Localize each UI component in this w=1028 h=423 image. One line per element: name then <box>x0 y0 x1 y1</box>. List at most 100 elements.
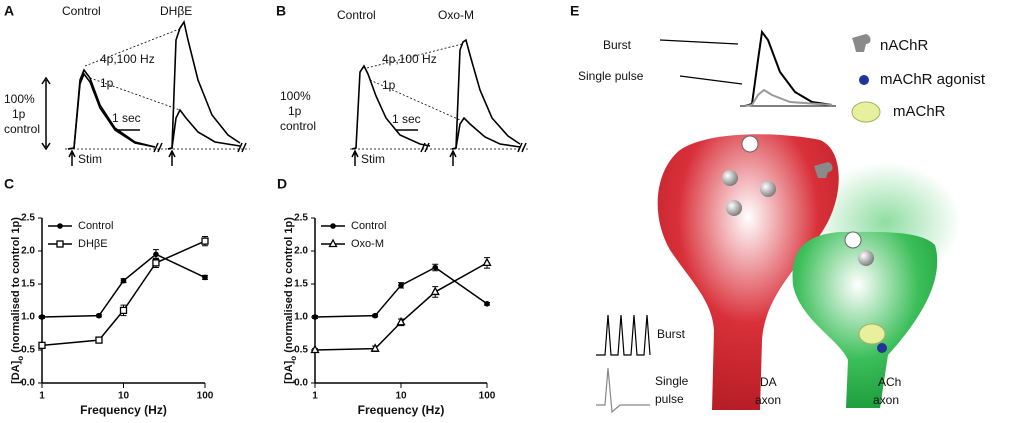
label: 100% <box>4 92 35 106</box>
trace <box>451 38 521 150</box>
label: Control <box>337 8 376 22</box>
point <box>482 257 492 267</box>
y-tick-label: 1.5 <box>294 279 308 290</box>
label: Stim <box>361 152 385 166</box>
legend-label: DHβE <box>78 238 108 250</box>
point <box>328 238 338 248</box>
series-line <box>41 240 206 347</box>
y-label-sub: o <box>289 356 298 361</box>
y-tick-label: 2.5 <box>21 213 35 224</box>
machr <box>858 323 886 345</box>
x-tick-label: 100 <box>197 391 214 402</box>
panel-letter: B <box>276 3 286 19</box>
y-tick-label: 0.0 <box>21 378 35 389</box>
point <box>330 223 336 229</box>
pointer <box>679 75 743 85</box>
panel-letter: A <box>4 3 14 19</box>
y-label-part: (normalised to control 1p) <box>283 217 295 356</box>
label: 1 sec <box>112 111 141 125</box>
panel-a: Control DHβE 4p,100 Hz 1p 100% 1p contro… <box>4 4 250 166</box>
stim-arrow <box>351 149 457 166</box>
y-label-part: [DA] <box>10 360 22 384</box>
label: Control <box>62 4 101 18</box>
y-tick-label: 2.0 <box>294 246 308 257</box>
panel-letter: C <box>4 176 14 192</box>
y-tick-label: 0.5 <box>294 345 308 356</box>
trace <box>167 108 241 150</box>
pointer <box>659 39 739 45</box>
point <box>432 264 439 271</box>
vesicle-release <box>741 135 759 153</box>
point <box>119 306 128 315</box>
y-tick-label: 0.0 <box>294 378 308 389</box>
y-tick-label: 1.5 <box>21 279 35 290</box>
label: Burst <box>603 38 632 52</box>
point <box>430 286 440 296</box>
legend-label: mAChR agonist <box>880 71 986 88</box>
trace <box>744 88 833 107</box>
x-axis-label: Frequency (Hz) <box>358 403 445 417</box>
point <box>202 274 208 281</box>
x-tick-label: 1 <box>39 391 45 402</box>
point <box>398 282 404 289</box>
point <box>370 343 380 352</box>
label: 100% <box>280 89 311 103</box>
label: Single pulse <box>578 69 644 83</box>
point <box>484 301 490 307</box>
scale-bar <box>41 76 51 151</box>
vesicle <box>726 200 742 216</box>
legend-icon <box>852 34 871 52</box>
trace <box>451 116 521 150</box>
label: 1p <box>100 76 114 90</box>
legend-label: mAChR <box>893 103 946 120</box>
y-axis-label: [DA]o (normalised to control 1p) <box>10 217 25 384</box>
panel-e: Burst Single pulse nAChR mAChR agonist m… <box>578 29 986 414</box>
break <box>420 142 527 153</box>
vesicle <box>858 250 874 266</box>
series-line <box>314 262 488 351</box>
point <box>312 314 318 320</box>
label: Single <box>655 374 689 388</box>
label: 1p <box>382 78 396 92</box>
point <box>153 251 159 258</box>
point <box>372 312 378 319</box>
label: Burst <box>657 327 686 341</box>
label: 1p <box>288 104 302 118</box>
y-tick-label: 2.5 <box>294 213 308 224</box>
y-tick-label: 2.0 <box>21 246 35 257</box>
label: 1 sec <box>392 112 421 126</box>
y-tick-label: 1.0 <box>294 312 308 323</box>
vesicle <box>760 181 776 197</box>
point <box>96 312 102 319</box>
y-label-sub: o <box>16 356 25 361</box>
label: control <box>280 119 316 133</box>
panel-b: Control Oxo-M 4p,100 Hz 1p 100% 1p contr… <box>280 8 530 166</box>
y-label-part: (normalised to control 1p) <box>10 217 22 356</box>
legend-label: Control <box>351 220 386 232</box>
panel-letter: E <box>570 3 579 19</box>
point <box>57 223 63 229</box>
label: Oxo-M <box>438 8 474 22</box>
point <box>95 336 103 344</box>
point <box>310 344 320 354</box>
y-tick-label: 1.0 <box>21 312 35 323</box>
legend-label: Control <box>78 220 113 232</box>
single-icon <box>596 367 650 414</box>
trace <box>167 19 241 150</box>
point <box>39 314 45 320</box>
point <box>120 277 127 284</box>
point <box>396 316 406 326</box>
x-tick-label: 1 <box>312 391 318 402</box>
guide <box>369 79 461 121</box>
label: DHβE <box>160 4 192 18</box>
label: 1p <box>12 107 26 121</box>
x-tick-label: 10 <box>395 391 407 402</box>
guide <box>84 27 183 67</box>
legend-label: nAChR <box>880 37 929 54</box>
stim-arrow <box>68 149 176 166</box>
label: control <box>4 122 40 136</box>
legend-label: Oxo-M <box>351 238 384 250</box>
break <box>153 142 247 153</box>
label: pulse <box>655 392 684 406</box>
